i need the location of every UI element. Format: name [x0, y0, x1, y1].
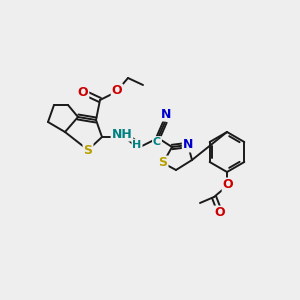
Text: N: N	[183, 139, 193, 152]
Text: O: O	[215, 206, 225, 220]
Text: O: O	[78, 85, 88, 98]
Text: H: H	[132, 140, 142, 150]
Text: S: S	[158, 157, 167, 169]
Text: C: C	[153, 137, 161, 147]
Text: NH: NH	[112, 128, 132, 140]
Text: O: O	[112, 85, 122, 98]
Text: N: N	[161, 107, 171, 121]
Text: O: O	[223, 178, 233, 191]
Text: S: S	[83, 143, 92, 157]
